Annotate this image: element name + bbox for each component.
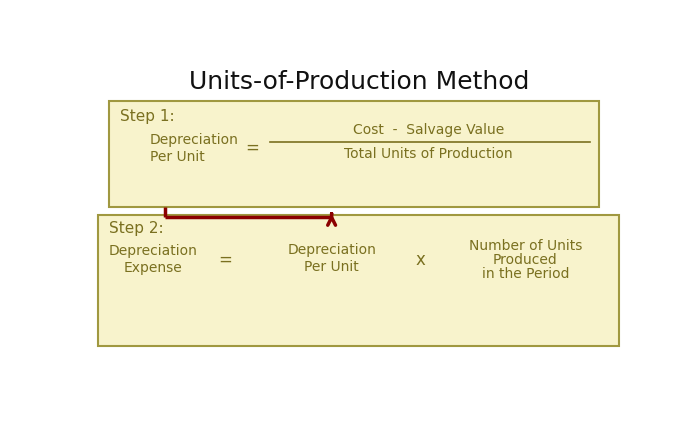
Text: Per Unit: Per Unit [304,260,359,274]
Text: Total Units of Production: Total Units of Production [344,147,513,161]
FancyBboxPatch shape [109,101,599,207]
Text: Depreciation: Depreciation [150,133,239,146]
Text: Step 1:: Step 1: [120,109,175,124]
FancyBboxPatch shape [98,215,619,346]
Text: Units-of-Production Method: Units-of-Production Method [188,70,529,94]
Text: =: = [245,139,259,157]
Text: Depreciation: Depreciation [287,243,376,257]
Text: Cost  -  Salvage Value: Cost - Salvage Value [353,124,504,137]
Text: Depreciation: Depreciation [109,244,198,258]
Text: Number of Units: Number of Units [469,239,582,253]
Text: Per Unit: Per Unit [150,149,204,164]
Text: =: = [218,251,232,269]
Text: Step 2:: Step 2: [109,221,164,236]
Text: Produced: Produced [493,253,558,267]
Text: x: x [416,251,426,269]
Text: Expense: Expense [124,261,183,275]
Text: in the Period: in the Period [482,267,569,281]
